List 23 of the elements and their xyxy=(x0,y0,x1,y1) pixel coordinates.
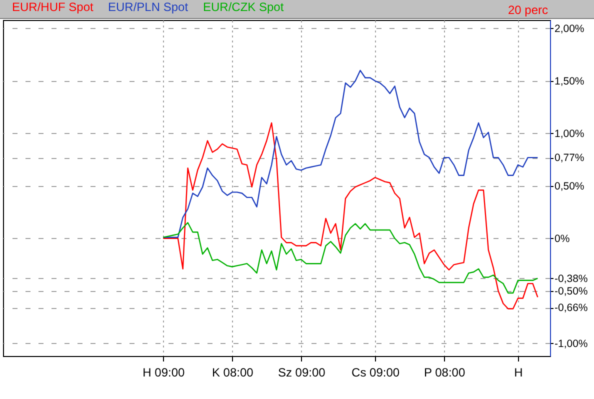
line-series xyxy=(162,70,538,238)
x-tick-label: P 08:00 xyxy=(424,366,466,380)
text: EUR/HUF Spot xyxy=(12,0,94,14)
y-tick-label: -0,38% xyxy=(554,272,588,285)
text: EUR/PLN Spot xyxy=(108,0,189,14)
text: 20 perc xyxy=(508,3,548,17)
x-tick-label: H xyxy=(514,366,523,380)
y-tick-label: 0,50% xyxy=(554,180,584,192)
x-tick-label: Cs 09:00 xyxy=(352,366,400,380)
line-series xyxy=(162,122,538,310)
y-tick-label: 0% xyxy=(554,232,570,245)
y-tick-label: 1,00% xyxy=(554,128,584,140)
x-tick-label: Sz 09:00 xyxy=(278,366,326,380)
y-tick-label: 1,50% xyxy=(554,75,584,88)
y-tick-label: -0,50% xyxy=(554,285,588,298)
line-series xyxy=(162,222,538,294)
y-tick-label: 0,77% xyxy=(554,152,584,164)
x-tick-label: H 09:00 xyxy=(142,366,185,380)
y-tick-label: 2,00% xyxy=(554,22,584,35)
y-tick-label: -0,66% xyxy=(554,302,588,314)
text: EUR/CZK Spot xyxy=(203,0,284,14)
y-tick-label: -1,00% xyxy=(554,338,588,350)
x-tick-label: K 08:00 xyxy=(212,366,254,380)
